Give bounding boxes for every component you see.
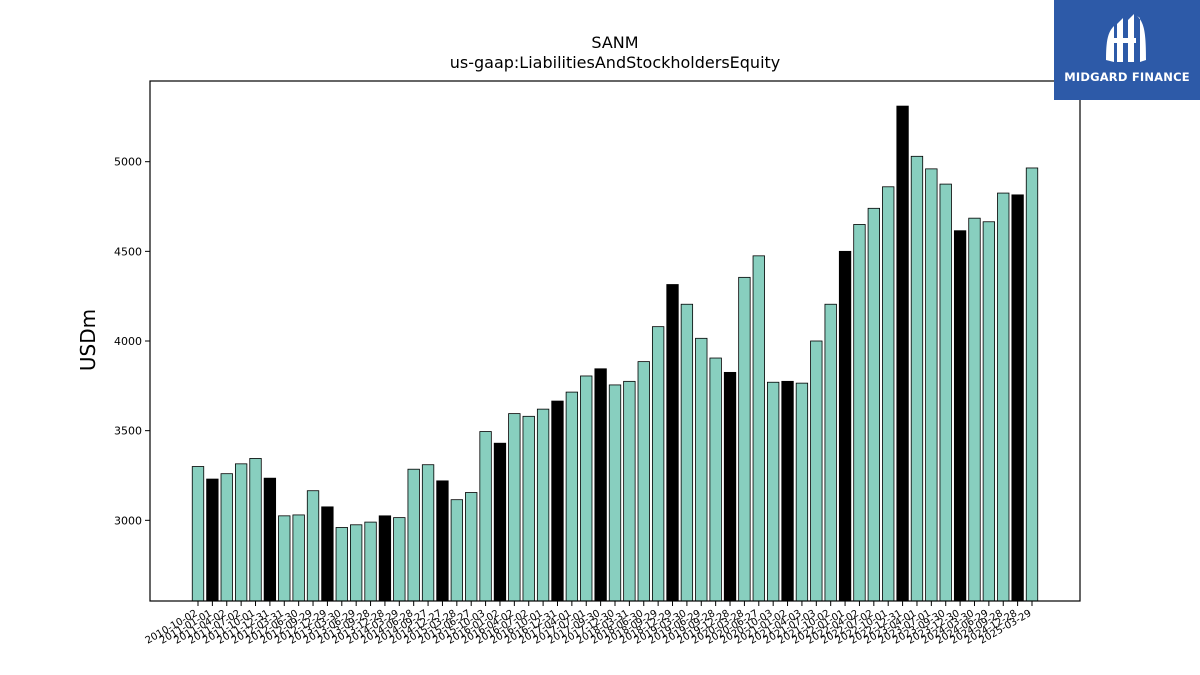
- bar: [421, 464, 435, 602]
- bar: [939, 183, 952, 602]
- y-axis-ticks: 3000 3500 4000 4500 5000: [114, 156, 150, 527]
- bar: [637, 361, 650, 602]
- midgard-logo-icon: [1106, 14, 1146, 62]
- bar: [436, 480, 449, 602]
- bar: [810, 340, 823, 602]
- bar: [867, 207, 880, 602]
- bar: [249, 458, 262, 602]
- bar: [781, 380, 794, 602]
- bar: [508, 413, 521, 602]
- y-tick-label: 4000: [114, 335, 142, 348]
- bar: [234, 463, 248, 602]
- bar: [982, 221, 996, 602]
- y-tick-label: 4500: [114, 245, 142, 258]
- bar: [206, 478, 219, 602]
- bar: [580, 375, 593, 602]
- brand-name: MIDGARD FINANCE: [1064, 70, 1190, 84]
- bar: [608, 384, 622, 602]
- bar: [1025, 167, 1039, 602]
- bar: [465, 492, 478, 602]
- y-tick-label: 3500: [114, 425, 142, 438]
- x-axis-ticks: 2010-10-022011-01-012011-04-022011-07-02…: [144, 601, 1034, 647]
- bar: [953, 230, 967, 602]
- bar: [594, 368, 607, 602]
- bar: [522, 415, 535, 602]
- bar: [896, 105, 909, 602]
- bar: [393, 517, 406, 602]
- bar: [335, 527, 348, 602]
- bar: [306, 490, 320, 602]
- y-tick-label: 5000: [114, 156, 142, 169]
- bar: [838, 250, 852, 602]
- bar: [680, 303, 694, 602]
- bar: [882, 186, 895, 602]
- bar: [824, 303, 837, 602]
- bar: [623, 380, 636, 602]
- bar: [292, 514, 305, 602]
- bar: [738, 276, 751, 602]
- bar: [536, 408, 550, 602]
- bar: [493, 442, 507, 602]
- y-axis-label: USDm: [76, 309, 100, 371]
- bar-series: [191, 105, 1039, 602]
- bar: [853, 224, 866, 602]
- brand-logo: MIDGARD FINANCE: [1054, 0, 1200, 100]
- bar: [263, 477, 277, 602]
- bar: [407, 468, 420, 602]
- bar: [767, 381, 780, 602]
- bar: [378, 515, 392, 602]
- bar: [968, 217, 981, 602]
- bar: [752, 255, 765, 602]
- bar: [565, 391, 579, 602]
- bar: [651, 326, 665, 602]
- bar: [723, 371, 737, 602]
- bar: [709, 357, 722, 602]
- plot-frame: [149, 80, 1081, 602]
- bar: [910, 155, 924, 602]
- bar: [925, 168, 938, 602]
- bar: [1011, 194, 1024, 602]
- bar: [479, 431, 492, 602]
- bar: [191, 466, 205, 602]
- bar: [695, 337, 708, 602]
- bar: [997, 192, 1010, 602]
- bar: [551, 400, 564, 602]
- bar: [220, 473, 233, 602]
- bar: [278, 515, 291, 602]
- bar: [795, 382, 809, 602]
- chart-title: SANM: [591, 33, 638, 52]
- bar: [666, 284, 679, 602]
- bar: [450, 499, 463, 602]
- y-tick-label: 3000: [114, 514, 142, 527]
- chart-subtitle: us-gaap:LiabilitiesAndStockholdersEquity: [450, 53, 781, 72]
- bar: [350, 524, 363, 602]
- bar: [364, 521, 377, 602]
- bar: [321, 506, 334, 602]
